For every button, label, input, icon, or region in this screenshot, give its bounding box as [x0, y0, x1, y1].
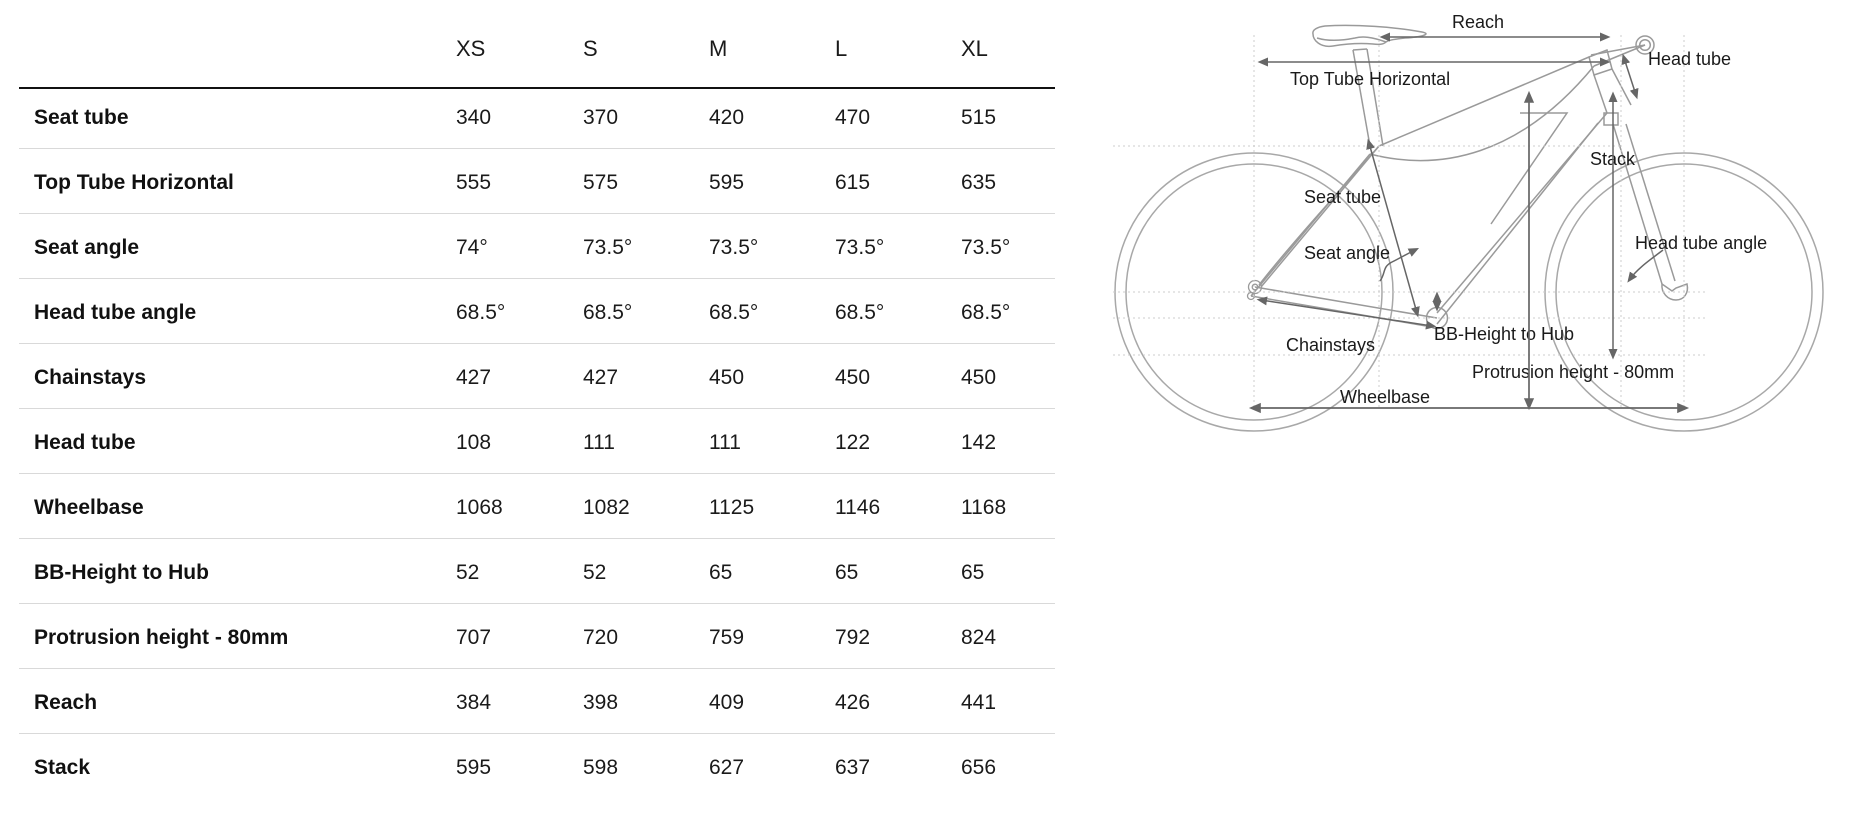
- svg-text:Seat angle: Seat angle: [1304, 243, 1390, 263]
- svg-text:BB-Height to Hub: BB-Height to Hub: [1434, 324, 1574, 344]
- svg-text:Head tube angle: Head tube angle: [1635, 233, 1767, 253]
- svg-text:Seat tube: Seat tube: [1304, 187, 1381, 207]
- svg-text:Chainstays: Chainstays: [1286, 335, 1375, 355]
- svg-text:Wheelbase: Wheelbase: [1340, 387, 1430, 407]
- svg-text:Protrusion height - 80mm: Protrusion height - 80mm: [1472, 362, 1674, 382]
- svg-text:Reach: Reach: [1452, 12, 1504, 32]
- svg-text:Head tube: Head tube: [1648, 49, 1731, 69]
- svg-text:Top Tube Horizontal: Top Tube Horizontal: [1290, 69, 1450, 89]
